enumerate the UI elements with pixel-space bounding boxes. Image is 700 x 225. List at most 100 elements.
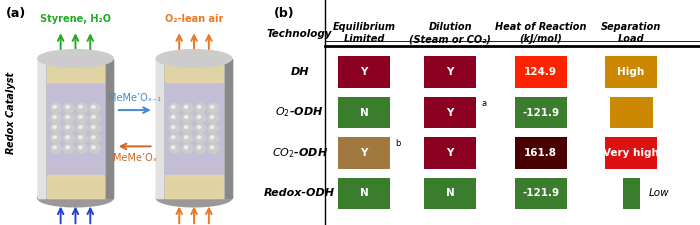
Text: N: N (360, 189, 369, 198)
Text: (b): (b) (274, 7, 295, 20)
Circle shape (169, 104, 180, 112)
Circle shape (195, 134, 206, 143)
Circle shape (79, 136, 82, 139)
FancyBboxPatch shape (338, 137, 390, 169)
Text: a: a (482, 99, 486, 108)
FancyBboxPatch shape (606, 56, 657, 88)
Circle shape (76, 134, 88, 143)
Circle shape (208, 144, 219, 153)
Bar (38, 58, 45, 198)
Circle shape (197, 146, 201, 149)
Circle shape (92, 126, 95, 128)
Circle shape (172, 146, 175, 149)
Circle shape (185, 126, 188, 128)
Text: Y: Y (360, 67, 368, 77)
FancyBboxPatch shape (424, 56, 476, 88)
Circle shape (185, 136, 188, 139)
FancyBboxPatch shape (515, 97, 566, 128)
Text: Heat of Reaction
(kJ/mol): Heat of Reaction (kJ/mol) (495, 22, 587, 44)
Text: Redox Catalyst: Redox Catalyst (6, 72, 16, 153)
Circle shape (211, 136, 214, 139)
FancyBboxPatch shape (610, 97, 652, 128)
Circle shape (64, 104, 74, 112)
Text: Y: Y (447, 148, 454, 158)
Circle shape (169, 134, 180, 143)
Text: Equilibrium
Limited: Equilibrium Limited (332, 22, 396, 44)
Circle shape (211, 126, 214, 128)
Circle shape (92, 106, 95, 108)
Circle shape (76, 144, 88, 153)
Circle shape (76, 124, 88, 133)
Circle shape (185, 106, 188, 108)
Text: Y: Y (447, 108, 454, 117)
Circle shape (208, 114, 219, 123)
Bar (47, 175, 104, 198)
Circle shape (211, 106, 214, 108)
Circle shape (53, 116, 56, 118)
Text: High: High (617, 67, 645, 77)
Circle shape (50, 124, 62, 133)
Ellipse shape (38, 50, 113, 67)
FancyBboxPatch shape (338, 97, 390, 128)
Text: Very high: Very high (603, 148, 659, 158)
Ellipse shape (156, 50, 232, 67)
Circle shape (66, 106, 69, 108)
Bar (165, 79, 223, 177)
FancyBboxPatch shape (515, 178, 566, 209)
Circle shape (92, 146, 95, 149)
Circle shape (169, 124, 180, 133)
Text: $CO_2$-ODH: $CO_2$-ODH (272, 146, 328, 160)
FancyBboxPatch shape (338, 178, 390, 209)
Circle shape (169, 144, 180, 153)
Circle shape (208, 104, 219, 112)
FancyBboxPatch shape (515, 56, 566, 88)
Circle shape (79, 146, 82, 149)
Circle shape (172, 126, 175, 128)
Ellipse shape (156, 189, 232, 207)
Circle shape (90, 134, 100, 143)
Circle shape (197, 116, 201, 118)
Bar (47, 58, 104, 81)
Text: (a): (a) (6, 7, 26, 20)
Circle shape (64, 114, 74, 123)
Circle shape (53, 146, 56, 149)
Circle shape (185, 116, 188, 118)
Text: $O_2$-ODH: $O_2$-ODH (275, 106, 324, 119)
Circle shape (90, 114, 100, 123)
Circle shape (172, 106, 175, 108)
Circle shape (182, 104, 193, 112)
Bar (47, 79, 104, 177)
Circle shape (53, 136, 56, 139)
FancyBboxPatch shape (424, 137, 476, 169)
Circle shape (90, 144, 100, 153)
Text: b: b (395, 140, 400, 148)
Text: MeMe’Oₓ₋₁: MeMe’Oₓ₋₁ (108, 93, 161, 103)
FancyBboxPatch shape (338, 56, 390, 88)
FancyBboxPatch shape (515, 137, 566, 169)
Circle shape (64, 144, 74, 153)
Text: Styrene, H₂O: Styrene, H₂O (40, 14, 111, 24)
Bar (165, 175, 223, 198)
Circle shape (172, 116, 175, 118)
Text: 161.8: 161.8 (524, 148, 557, 158)
Circle shape (182, 114, 193, 123)
Text: Redox-ODH: Redox-ODH (264, 189, 335, 198)
Circle shape (50, 134, 62, 143)
Circle shape (79, 126, 82, 128)
Circle shape (90, 104, 100, 112)
Bar (156, 58, 163, 198)
Text: N: N (360, 108, 369, 117)
Circle shape (79, 116, 82, 118)
Circle shape (50, 104, 62, 112)
Text: N: N (446, 189, 455, 198)
Circle shape (92, 116, 95, 118)
Circle shape (185, 146, 188, 149)
Text: Low: Low (648, 189, 669, 198)
Bar (38, 58, 113, 198)
Circle shape (66, 146, 69, 149)
Circle shape (182, 124, 193, 133)
Circle shape (211, 146, 214, 149)
Circle shape (182, 144, 193, 153)
FancyBboxPatch shape (606, 137, 657, 169)
Bar (106, 58, 113, 198)
